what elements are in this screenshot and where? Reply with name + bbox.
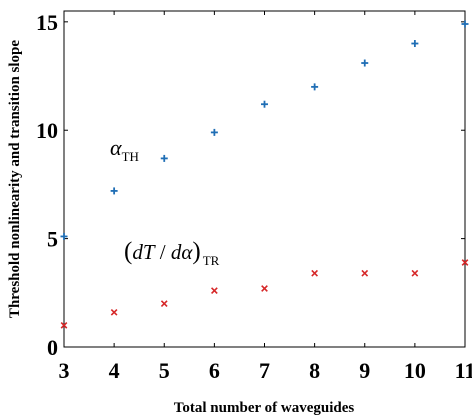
plus-marker-series-0 (60, 232, 68, 240)
x-marker-series-1 (160, 300, 168, 308)
alpha-subscript: TH (122, 149, 139, 164)
plus-marker-series-0 (261, 100, 268, 108)
y-tick-label: 5 (47, 227, 58, 252)
slope-slash: / (155, 240, 171, 264)
x-tick-label: 10 (404, 358, 426, 383)
y-axis-title: Threshold nonlinearity and transition sl… (7, 40, 23, 318)
alpha-th-annotation: αTH (110, 135, 139, 164)
plus-marker-series-0 (210, 128, 218, 136)
plus-marker-series-0 (361, 59, 369, 67)
x-marker-series-1 (461, 259, 469, 266)
plot-frame (63, 10, 466, 348)
slope-tr-annotation: (dT / dα) TR (124, 238, 220, 268)
slope-denominator: dα (171, 240, 194, 264)
x-axis-title: Total number of waveguides (174, 400, 355, 416)
x-marker-series-1 (411, 269, 419, 277)
x-marker-series-1 (110, 308, 118, 316)
x-tick-label: 11 (455, 358, 472, 383)
tick-marks (63, 11, 466, 348)
x-marker-series-1 (361, 269, 369, 277)
plus-marker-series-0 (311, 83, 319, 91)
slope-close-paren: ) (192, 238, 200, 265)
data-marks (60, 20, 469, 329)
x-marker-series-1 (311, 269, 318, 277)
x-tick-label: 7 (259, 358, 270, 383)
x-marker-series-1 (211, 287, 218, 295)
alpha-symbol: α (110, 135, 122, 160)
y-tick-label: 10 (36, 118, 58, 143)
slope-subscript: TR (203, 253, 220, 268)
y-tick-label: 15 (36, 10, 58, 35)
plus-marker-series-0 (411, 40, 419, 48)
plus-marker-series-0 (160, 154, 168, 162)
plus-marker-series-0 (461, 20, 469, 28)
x-marker-series-1 (60, 321, 68, 329)
plus-marker-series-0 (110, 187, 118, 195)
y-tick-label: 0 (47, 335, 58, 360)
x-tick-label: 8 (309, 358, 320, 383)
x-tick-label: 5 (159, 358, 170, 383)
x-tick-label: 3 (59, 358, 70, 383)
x-tick-label: 9 (359, 358, 370, 383)
x-marker-series-1 (261, 285, 268, 292)
slope-open-paren: ( (124, 238, 132, 265)
slope-numerator: dT (132, 240, 156, 264)
x-tick-label: 6 (209, 358, 220, 383)
x-tick-label: 4 (109, 358, 120, 383)
